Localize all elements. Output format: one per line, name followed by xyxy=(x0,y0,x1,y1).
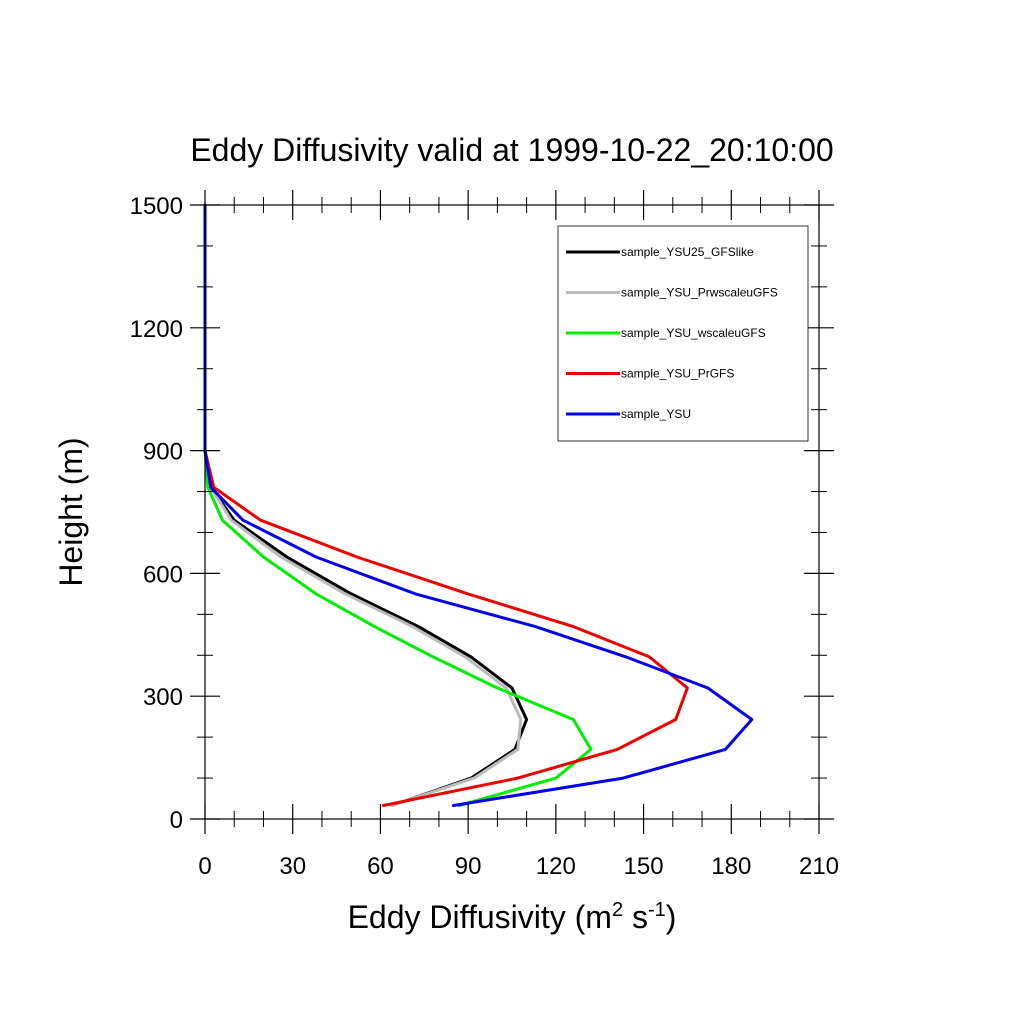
y-axis-label: Height (m) xyxy=(53,437,89,586)
x-axis-label-end: ) xyxy=(666,899,677,935)
y-tick-label-2: 600 xyxy=(143,561,183,588)
legend-label-0: sample_YSU25_GFSlike xyxy=(621,245,754,259)
y-tick-label-3: 900 xyxy=(143,439,183,466)
legend: sample_YSU25_GFSlike sample_YSU_Prwscaleu… xyxy=(557,225,809,442)
x-axis-label-sup2: -1 xyxy=(648,899,666,921)
series-line-2 xyxy=(203,203,593,807)
x-axis-label-sup1: 2 xyxy=(612,899,623,921)
plot-frame xyxy=(204,204,820,820)
series-line-0 xyxy=(203,203,529,807)
x-tick-labels: 0 30 60 90 120 150 180 210 xyxy=(198,853,839,880)
y-tick-label-0: 0 xyxy=(170,807,183,834)
x-tick-label-4: 120 xyxy=(536,853,576,880)
x-tick-label-5: 150 xyxy=(624,853,664,880)
legend-label-1: sample_YSU_PrwscaleuGFS xyxy=(621,286,778,300)
x-tick-label-6: 180 xyxy=(711,853,751,880)
y-tick-label-4: 1200 xyxy=(130,316,183,343)
y-tick-label-1: 300 xyxy=(143,684,183,711)
legend-items: sample_YSU25_GFSlike sample_YSU_Prwscaleu… xyxy=(566,245,778,421)
legend-label-3: sample_YSU_PrGFS xyxy=(621,367,734,381)
series-line-1 xyxy=(203,203,523,807)
x-tick-label-1: 30 xyxy=(279,853,306,880)
x-tick-label-3: 90 xyxy=(455,853,482,880)
x-tick-label-0: 0 xyxy=(198,853,211,880)
legend-label-4: sample_YSU xyxy=(621,407,691,421)
plot-series xyxy=(203,203,754,807)
x-axis-label: Eddy Diffusivity (m2 s-1) xyxy=(348,899,677,935)
series-line-4 xyxy=(203,203,754,807)
x-tick-label-2: 60 xyxy=(367,853,394,880)
chart-title: Eddy Diffusivity valid at 1999-10-22_20:… xyxy=(190,132,833,168)
x-axis-label-mid: s xyxy=(623,899,648,935)
legend-label-2: sample_YSU_wscaleuGFS xyxy=(621,326,766,340)
x-axis-label-base: Eddy Diffusivity (m xyxy=(348,899,612,935)
x-tick-label-7: 210 xyxy=(799,853,839,880)
y-tick-labels: 0 300 600 900 1200 1500 xyxy=(130,193,183,834)
y-tick-label-5: 1500 xyxy=(130,193,183,220)
